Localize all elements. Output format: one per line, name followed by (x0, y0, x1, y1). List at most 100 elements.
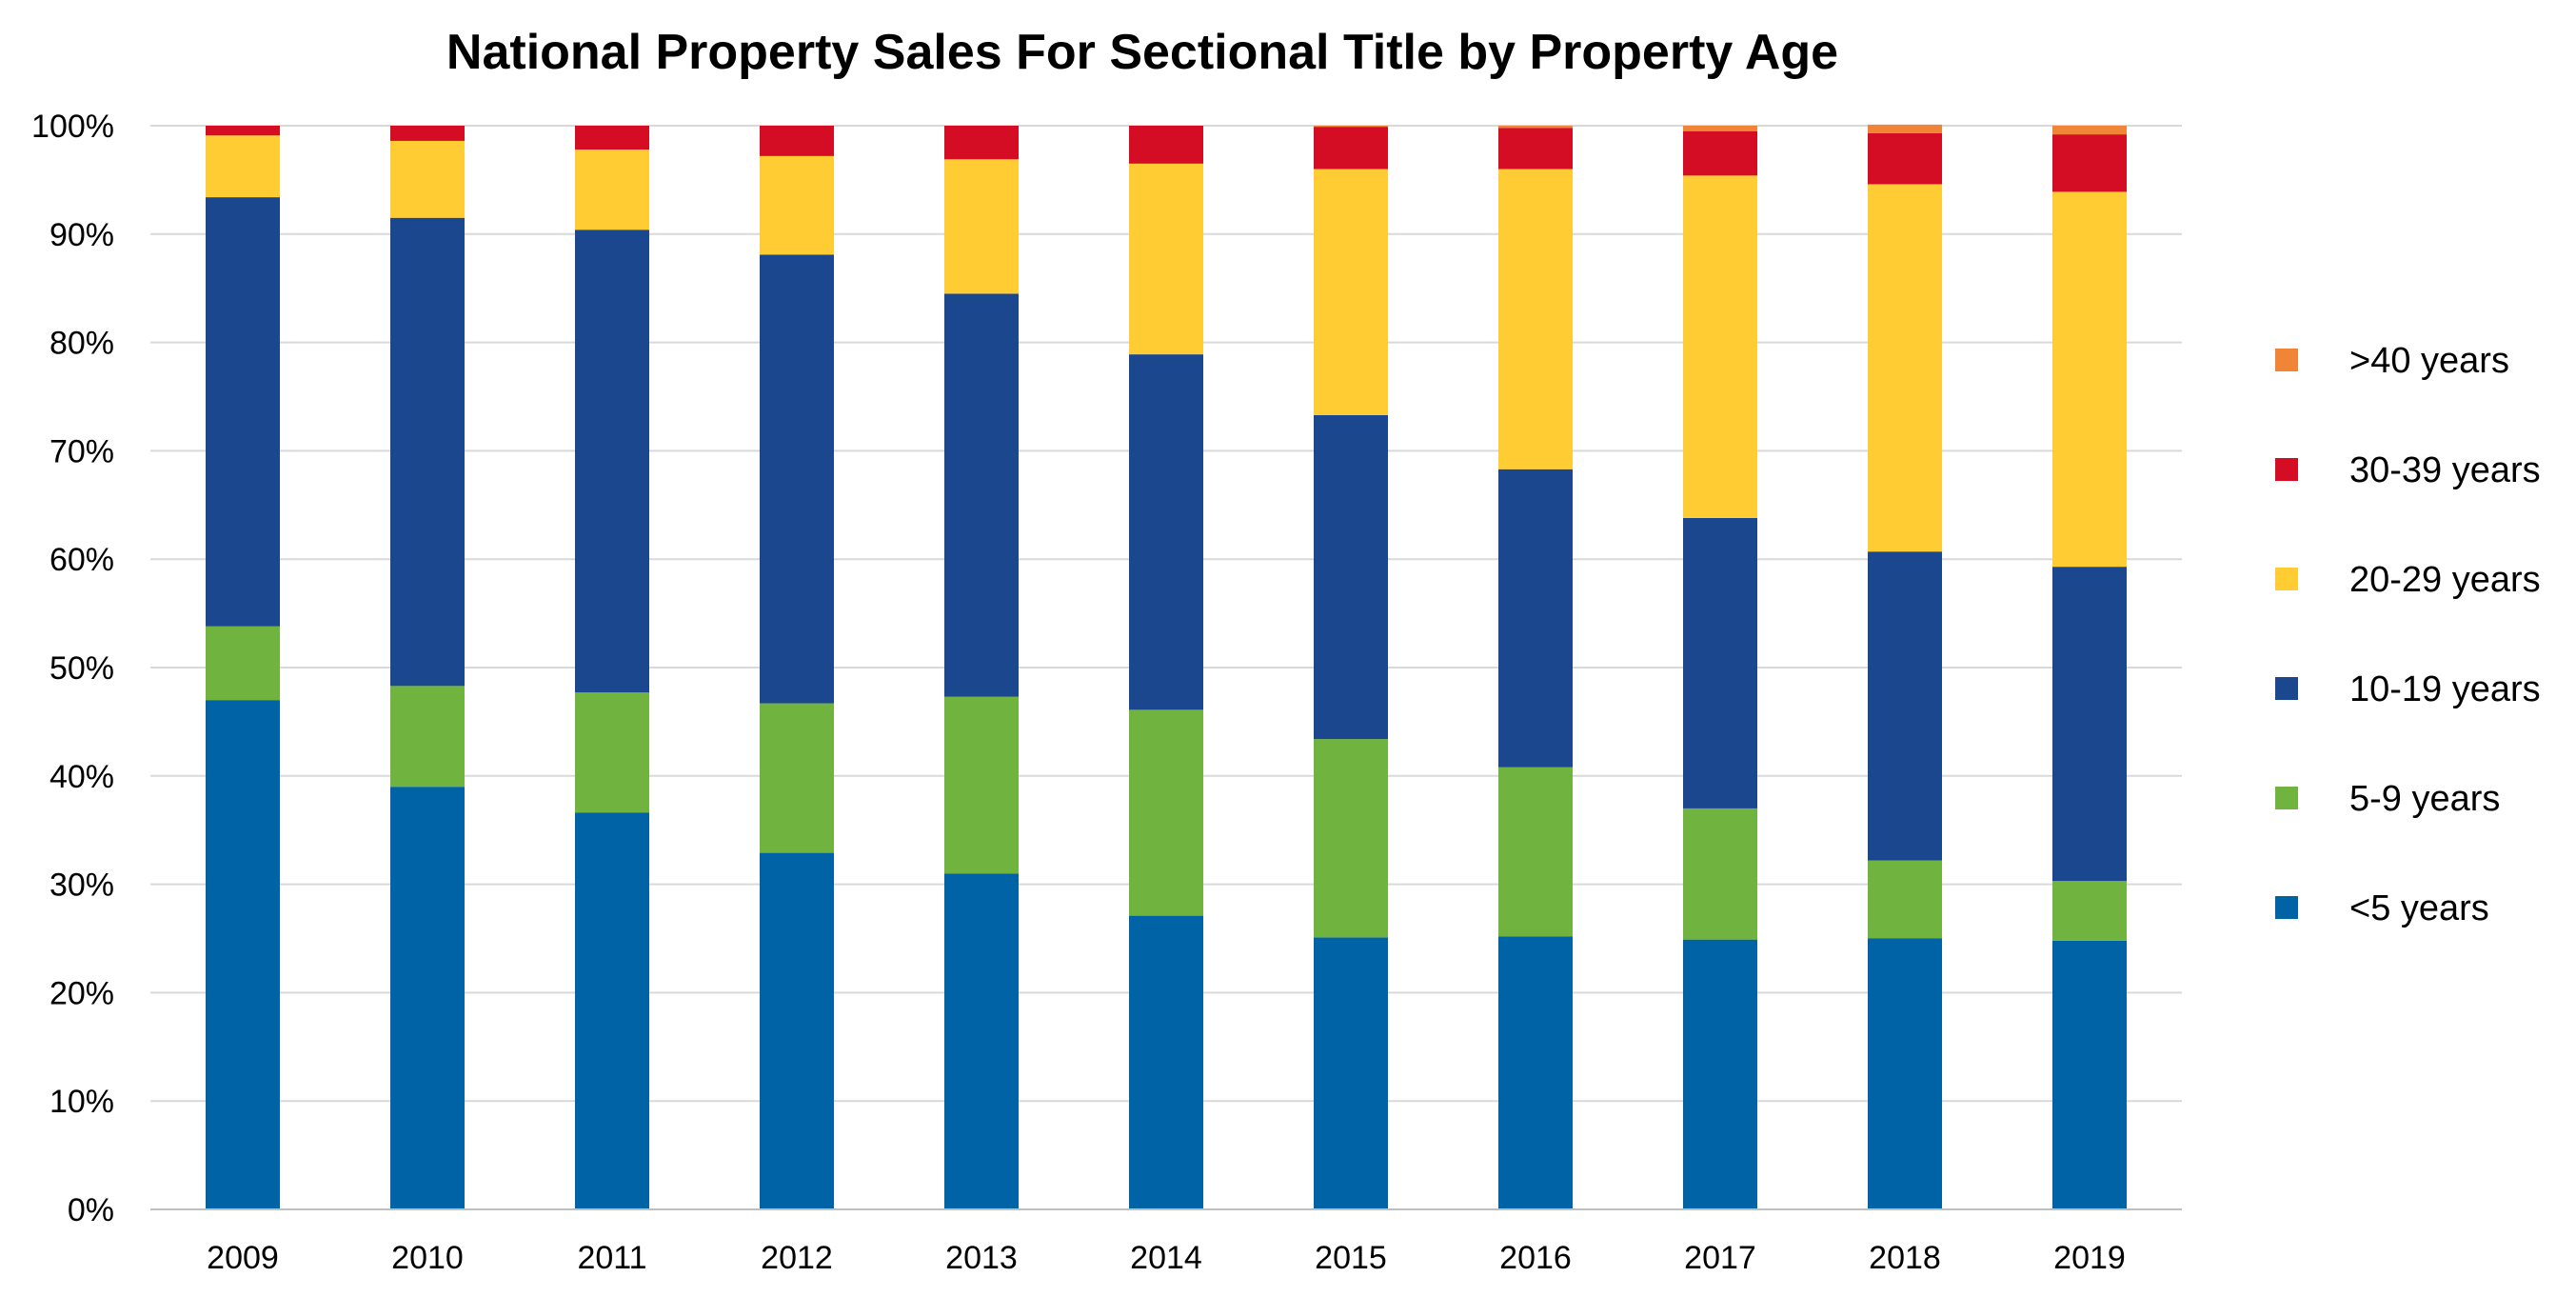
x-axis-tick-labels: 2009 2010 2011 2012 2013 2014 2015 2016 2017 2018… (207, 1240, 2126, 1276)
bar-segment (1129, 915, 1203, 1209)
x-tick-label: 2013 (945, 1240, 1018, 1276)
bar-segment (1129, 354, 1203, 710)
bar-segment (1498, 169, 1573, 469)
x-tick-label: 2016 (1499, 1240, 1572, 1276)
bar-segment (1314, 937, 1388, 1209)
bar-segment (1498, 126, 1573, 129)
bar-segment (575, 150, 649, 230)
legend-label: 5-9 years (2349, 779, 2500, 819)
bar-segment (1129, 126, 1203, 164)
bar-segment (575, 812, 649, 1209)
x-tick-label: 2012 (761, 1240, 833, 1276)
bar-segment (1683, 175, 1757, 518)
bar-segment (1868, 132, 1942, 185)
bar-segment (944, 293, 1019, 697)
legend-swatch (2275, 787, 2298, 809)
y-tick-label: 0% (68, 1192, 114, 1228)
bar-segment (1314, 126, 1388, 128)
bar-segment (206, 700, 280, 1209)
y-tick-label: 100% (31, 109, 114, 145)
legend-swatch (2275, 896, 2298, 919)
bar-segment (1683, 517, 1757, 808)
y-tick-label: 90% (50, 217, 114, 253)
bar-segment (944, 873, 1019, 1209)
bar-segment (1683, 808, 1757, 940)
legend-label: 20-29 years (2349, 560, 2541, 600)
y-tick-label: 20% (50, 975, 114, 1011)
bar-stack-2010 (390, 126, 465, 1209)
bar-segment (206, 626, 280, 701)
legend-label: 10-19 years (2349, 669, 2541, 709)
bar-stack-2017 (1683, 126, 1757, 1209)
x-tick-label: 2017 (1684, 1240, 1756, 1276)
bar-stack-2011 (575, 126, 649, 1209)
legend: >40 years 30-39 years 20-29 years 10-19 yea… (2275, 341, 2541, 928)
y-tick-label: 70% (50, 433, 114, 469)
bar-stack-2018 (1868, 124, 1942, 1209)
bar-stack-2016 (1498, 126, 1573, 1209)
bar-segment (760, 703, 834, 853)
bar-segment (575, 126, 649, 150)
bar-segment (390, 787, 465, 1209)
bar-segment (1683, 130, 1757, 176)
bar-segment (760, 852, 834, 1209)
x-tick-label: 2011 (577, 1240, 646, 1276)
bar-segment (2052, 191, 2127, 568)
x-tick-label: 2018 (1869, 1240, 1941, 1276)
legend-swatch (2275, 677, 2298, 700)
bar-segment (760, 254, 834, 704)
y-tick-label: 10% (50, 1084, 114, 1120)
bar-segment (1868, 938, 1942, 1209)
bar-stack-2013 (944, 126, 1019, 1209)
bar-segment (1129, 709, 1203, 916)
bar-stack-2009 (206, 126, 280, 1209)
bar-segment (944, 696, 1019, 874)
bar-stack-2012 (760, 126, 834, 1209)
bar-segment (760, 155, 834, 255)
bar-stack-2015 (1314, 126, 1388, 1209)
bar-segment (206, 126, 280, 136)
y-tick-label: 30% (50, 868, 114, 904)
legend-label: >40 years (2349, 341, 2509, 381)
bar-segment (1314, 414, 1388, 740)
bar-stack-2014 (1129, 126, 1203, 1209)
bar-segment (1498, 767, 1573, 937)
bar-segment (2052, 881, 2127, 941)
bar-segment (575, 692, 649, 813)
bar-segment (575, 229, 649, 693)
bar-segment (1868, 124, 1942, 133)
chart-title: National Property Sales For Sectional Ti… (446, 25, 1838, 80)
bar-segment (1498, 128, 1573, 170)
bar-segment (1498, 936, 1573, 1209)
bar-segment (1868, 551, 1942, 861)
legend-item: 5-9 years (2275, 779, 2500, 819)
legend-label: <5 years (2349, 888, 2489, 928)
x-tick-label: 2009 (207, 1240, 279, 1276)
y-axis-tick-labels: 0% 10% 20% 30% 40% 50% 60% 70% 80% 90% 100% (31, 109, 114, 1228)
legend-swatch (2275, 568, 2298, 590)
bar-segment (2052, 940, 2127, 1209)
bar-segment (390, 217, 465, 687)
legend-item: >40 years (2275, 341, 2509, 381)
bar-segment (2052, 567, 2127, 882)
legend-item: <5 years (2275, 888, 2489, 928)
bar-segment (1498, 469, 1573, 768)
bar-segment (1314, 169, 1388, 415)
bar-segment (1683, 939, 1757, 1209)
y-tick-label: 80% (50, 326, 114, 362)
legend-swatch (2275, 349, 2298, 371)
bar-segment (1129, 163, 1203, 355)
legend-item: 10-19 years (2275, 669, 2541, 709)
bar-segment (1868, 184, 1942, 552)
bar-segment (1314, 739, 1388, 938)
bar-segment (2052, 134, 2127, 192)
bar-segment (1314, 127, 1388, 170)
y-tick-label: 50% (50, 650, 114, 687)
bar-segment (206, 197, 280, 627)
legend-item: 30-39 years (2275, 450, 2541, 490)
bar-segment (2052, 126, 2127, 135)
y-tick-label: 60% (50, 542, 114, 578)
bar-segment (206, 135, 280, 198)
bar-segment (944, 126, 1019, 160)
